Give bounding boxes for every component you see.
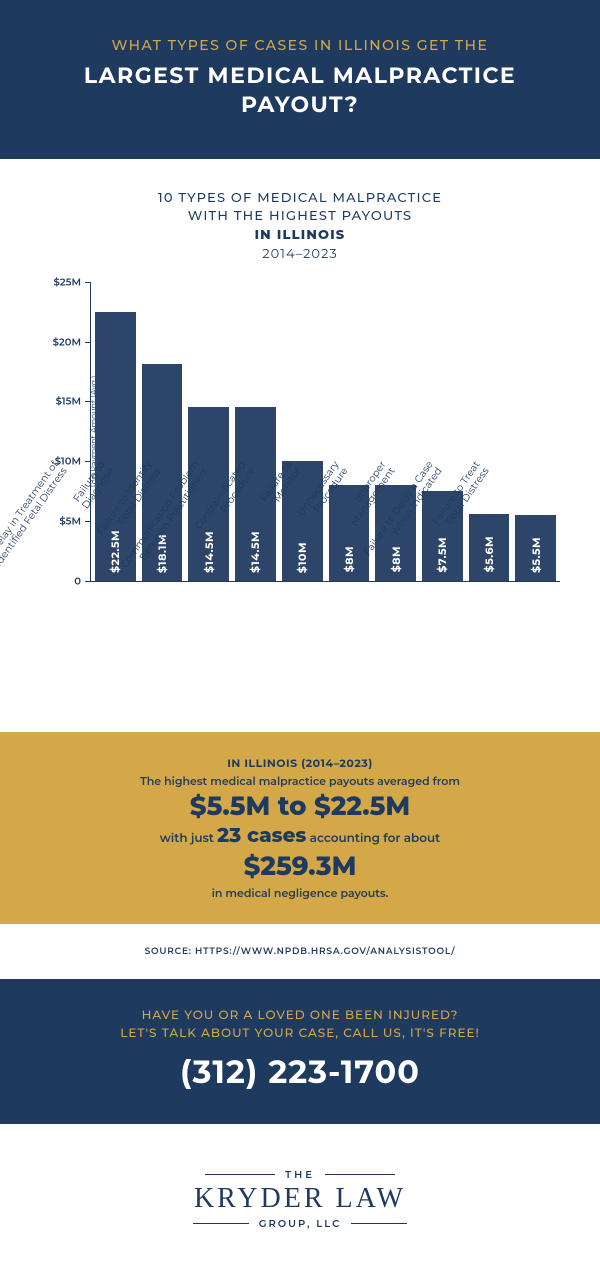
cta-banner: HAVE YOU OR A LOVED ONE BEEN INJURED? LE…: [0, 979, 600, 1124]
logo-main: KRYDER LAW: [0, 1183, 600, 1215]
summary-cases: 23 cases: [217, 824, 306, 848]
x-label: Delay in Treatment ofIdentified Fetal Di…: [94, 582, 135, 712]
logo-top: THE: [0, 1168, 600, 1181]
cta-line2: LET'S TALK ABOUT YOUR CASE, CALL US, IT'…: [120, 1026, 480, 1041]
summary-total: $259.3M: [30, 850, 570, 882]
source-text: SOURCE: HTTPS://WWW.NPDB.HRSA.GOV/ANALYS…: [0, 924, 600, 979]
logo-section: THE KRYDER LAW GROUP, LLC: [0, 1124, 600, 1280]
chart-title-line3: IN ILLINOIS: [255, 227, 346, 243]
summary-line1: IN ILLINOIS (2014–2023): [30, 756, 570, 770]
summary-line3b: accounting for about: [310, 831, 441, 846]
x-label: Failure toDiagnose: [141, 582, 182, 712]
x-label: ImproperManagement: [422, 582, 463, 712]
bar: $5.6M: [469, 514, 510, 581]
x-label: Failure toMonitor: [328, 582, 369, 712]
header-title: LARGEST MEDICAL MALPRACTICE PAYOUT?: [40, 62, 560, 119]
x-label: Failure to Delay a CaseWhen Indicated: [468, 582, 509, 712]
chart-years: 2014–2023: [30, 246, 570, 262]
bar-value-label: $5.6M: [482, 536, 496, 580]
cta-line1: HAVE YOU OR A LOVED ONE BEEN INJURED?: [142, 1008, 459, 1023]
bar-value-label: $5.5M: [529, 537, 543, 581]
summary-range: $5.5M to $22.5M: [30, 790, 570, 822]
cta-text: HAVE YOU OR A LOVED ONE BEEN INJURED? LE…: [30, 1007, 570, 1043]
header-subtitle: WHAT TYPES OF CASES IN ILLINOIS GET THE: [40, 36, 560, 54]
summary-banner: IN ILLINOIS (2014–2023) The highest medi…: [0, 732, 600, 924]
y-tick-label: $20M: [53, 335, 91, 348]
summary-line3a: with just: [160, 831, 214, 846]
chart-section: 10 TYPES OF MEDICAL MALPRACTICE WITH THE…: [0, 159, 600, 732]
chart-title-line2: WITH THE HIGHEST PAYOUTS: [188, 208, 413, 224]
y-tick-label: $15M: [56, 395, 91, 408]
y-tick-label: $25M: [54, 275, 92, 288]
bar: $5.5M: [515, 515, 556, 581]
x-label: ContraindicatedProcedure: [281, 582, 322, 712]
chart-title-line1: 10 TYPES OF MEDICAL MALPRACTICE: [158, 190, 442, 206]
header-banner: WHAT TYPES OF CASES IN ILLINOIS GET THE …: [0, 0, 600, 159]
x-labels-container: Delay in Treatment ofIdentified Fetal Di…: [90, 582, 560, 712]
chart-title: 10 TYPES OF MEDICAL MALPRACTICE WITH THE…: [30, 189, 570, 244]
x-label: Failure to TreatFetal Distress: [515, 582, 556, 712]
x-label: Communication ProblemBetween Practitione…: [234, 582, 275, 712]
summary-line3: with just 23 cases accounting for about: [30, 824, 570, 848]
summary-line2: The highest medical malpractice payouts …: [30, 774, 570, 788]
summary-line4: in medical negligence payouts.: [30, 886, 570, 900]
x-label: UnnecessaryProcedure: [375, 582, 416, 712]
cta-phone[interactable]: (312) 223-1700: [30, 1053, 570, 1092]
x-label: Failure to IdentifyFetal Distress: [188, 582, 229, 712]
